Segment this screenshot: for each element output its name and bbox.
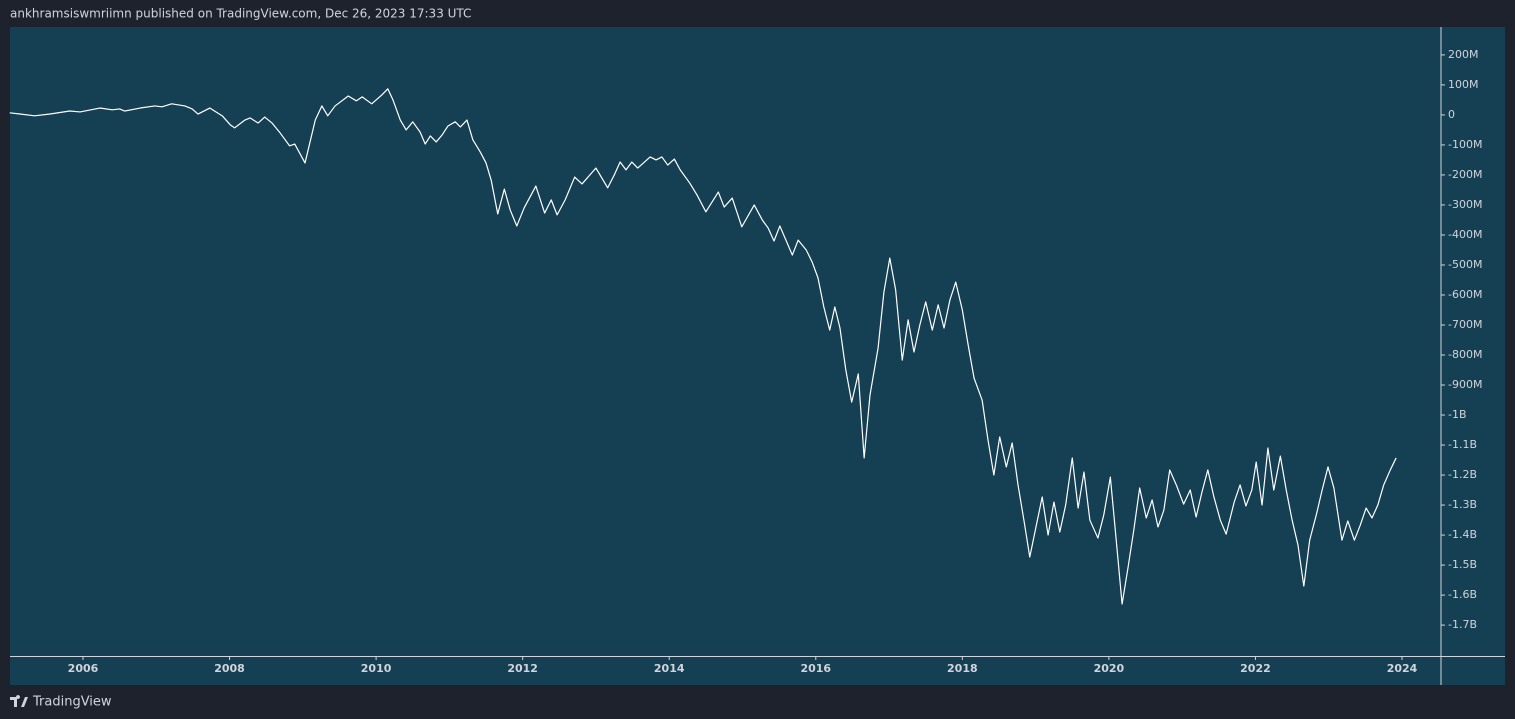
x-tick-label: 2018	[947, 662, 978, 675]
y-tick-label: -200M	[1448, 168, 1482, 181]
y-tick-label: -1.6B	[1448, 588, 1477, 601]
y-tick-label: -600M	[1448, 288, 1482, 301]
x-tick-label: 2006	[68, 662, 99, 675]
y-tick-label: -1B	[1448, 408, 1467, 421]
data-line	[9, 88, 1397, 605]
y-tick-label: -900M	[1448, 378, 1482, 391]
y-tick-label: -1.7B	[1448, 618, 1477, 631]
brand-name: TradingView	[32, 695, 112, 710]
y-tick-label: -1.1B	[1448, 438, 1477, 451]
chart-title: ankhramsiswmriimn published on TradingVi…	[10, 7, 471, 21]
y-tick-label: -700M	[1448, 318, 1482, 331]
y-tick-label: -1.3B	[1448, 498, 1477, 511]
y-tick-label: -1.2B	[1448, 468, 1477, 481]
x-tick-label: 2022	[1240, 662, 1271, 675]
x-tick-label: 2014	[654, 662, 685, 675]
y-tick-label: 100M	[1448, 78, 1479, 91]
x-tick-label: 2010	[361, 662, 392, 675]
y-tick-label: 0	[1448, 108, 1455, 121]
y-tick-label: -500M	[1448, 258, 1482, 271]
x-tick-label: 2016	[800, 662, 831, 675]
y-tick-label: -300M	[1448, 198, 1482, 211]
y-tick-label: -400M	[1448, 228, 1482, 241]
y-tick-label: -100M	[1448, 138, 1482, 151]
y-tick-label: -1.5B	[1448, 558, 1477, 571]
x-tick-label: 2012	[507, 662, 538, 675]
x-tick-label: 2020	[1094, 662, 1125, 675]
y-tick-label: 200M	[1448, 48, 1479, 61]
chart-panel	[10, 27, 1505, 685]
y-tick-label: -1.4B	[1448, 528, 1477, 541]
brand-logo	[10, 695, 28, 707]
x-tick-label: 2008	[214, 662, 245, 675]
x-tick-label: 2024	[1387, 662, 1418, 675]
y-tick-label: -800M	[1448, 348, 1482, 361]
